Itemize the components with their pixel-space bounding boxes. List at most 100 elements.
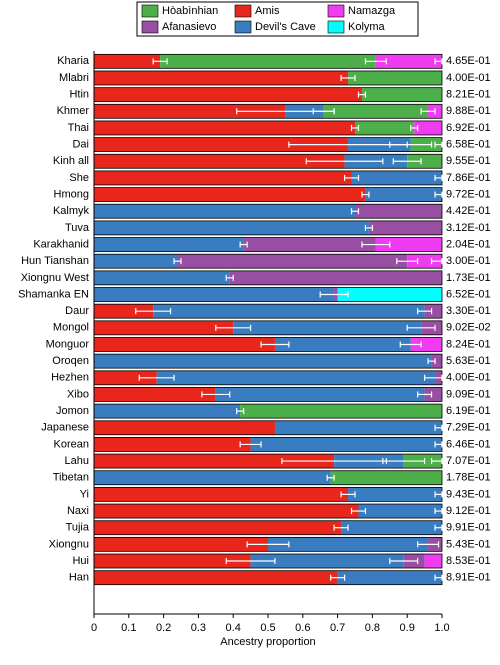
row-label: Oroqen [52, 355, 89, 367]
bar-segment [323, 104, 429, 119]
p-value-label: 6.52E-01 [446, 288, 491, 300]
error-bar [361, 191, 370, 198]
bar-segment [268, 537, 429, 552]
bar-segment [94, 404, 241, 419]
bar-segment [233, 320, 422, 335]
bar-segment [351, 170, 442, 185]
error-bar [138, 374, 175, 381]
error-bar [361, 241, 391, 248]
row-label: Dai [72, 139, 89, 151]
bar-segment [160, 54, 376, 69]
bar-segment [424, 387, 442, 402]
p-value-label: 9.43E-01 [446, 488, 491, 500]
bar-segment [94, 154, 345, 169]
bar-segment [215, 387, 425, 402]
p-value-label: 4.00E-01 [446, 72, 491, 84]
error-bar [410, 124, 419, 131]
bar-segment [337, 287, 442, 302]
x-tick-label: 0.8 [365, 622, 380, 634]
bar-segment [94, 170, 352, 185]
p-value-label: 5.43E-01 [446, 538, 491, 550]
bar-segment [94, 287, 335, 302]
bar-segment [330, 470, 442, 485]
bar-segment [94, 487, 349, 502]
bar-segment [94, 237, 244, 252]
bar-segment [250, 437, 442, 452]
legend-label: Afanasievo [162, 21, 216, 33]
bar-segment [94, 470, 331, 485]
error-bar [434, 141, 443, 148]
legend-label: Namazga [348, 5, 396, 17]
p-value-label: 6.92E-01 [446, 122, 491, 134]
error-bar [420, 108, 436, 115]
row-label: Shamanka EN [18, 288, 89, 300]
row-label: Hezhen [51, 372, 89, 384]
legend-swatch [327, 20, 345, 34]
bar-segment [243, 237, 376, 252]
error-bar [326, 474, 335, 481]
row-label: Xiongnu West [21, 272, 89, 284]
x-tick-label: 0.4 [226, 622, 241, 634]
error-bar [330, 574, 346, 581]
bar-segment [94, 454, 335, 469]
error-bar [434, 491, 443, 498]
p-value-label: 9.02E-02 [446, 322, 491, 334]
error-bar [343, 174, 360, 181]
p-value-label: 9.88E-01 [446, 105, 491, 117]
error-bar [424, 374, 443, 381]
p-value-label: 7.07E-01 [446, 455, 491, 467]
row-label: Xiongnu [49, 538, 89, 550]
legend-swatch [141, 20, 159, 34]
error-bar [434, 174, 443, 181]
error-bar [215, 324, 252, 331]
error-bar [350, 124, 360, 131]
bar-segment [424, 554, 442, 569]
p-value-label: 7.29E-01 [446, 422, 491, 434]
bar-segment [94, 137, 349, 152]
bar-segment [94, 87, 362, 102]
p-value-label: 9.72E-01 [446, 188, 491, 200]
p-value-label: 4.42E-01 [446, 205, 491, 217]
bar-segment [361, 87, 442, 102]
bar-segment [337, 570, 442, 585]
bar-segment [94, 420, 275, 435]
bar-segment [341, 520, 442, 535]
bar-segment [94, 570, 338, 585]
bar-segment [94, 520, 342, 535]
row-label: Mongol [53, 322, 89, 334]
bar-segment [348, 70, 442, 85]
p-value-label: 8.91E-01 [446, 572, 491, 584]
p-value-label: 3.30E-01 [446, 305, 491, 317]
error-bar [399, 341, 422, 348]
legend-label: Hòabìnhian [162, 5, 218, 17]
x-tick-label: 0.1 [121, 622, 136, 634]
legend-box [136, 1, 419, 37]
error-bar [333, 524, 349, 531]
row-label: Japanese [41, 422, 89, 434]
bar-segment [229, 270, 442, 285]
bar-segment [94, 304, 154, 319]
legend-swatch [141, 4, 159, 18]
error-bar [417, 541, 440, 548]
error-bar [260, 341, 290, 348]
error-bar [357, 91, 367, 98]
row-label: Naxi [67, 505, 89, 517]
row-label: Kharia [57, 55, 90, 67]
row-label: Jomon [56, 405, 89, 417]
x-tick-label: 1.0 [434, 622, 449, 634]
bar-segment [94, 104, 286, 119]
error-bar [152, 58, 168, 65]
bar-segment [94, 120, 355, 135]
bar-segment [94, 187, 366, 202]
p-value-label: 1.73E-01 [446, 272, 491, 284]
row-label: Htin [69, 89, 89, 101]
bar-segment [240, 404, 442, 419]
p-value-label: 1.78E-01 [446, 472, 491, 484]
row-label: Tuva [65, 222, 90, 234]
error-bar [305, 158, 384, 165]
bar-segment [94, 337, 275, 352]
bar-segment [375, 237, 442, 252]
p-value-label: 3.12E-01 [446, 222, 491, 234]
error-bar [434, 424, 443, 431]
legend-swatch [327, 4, 345, 18]
